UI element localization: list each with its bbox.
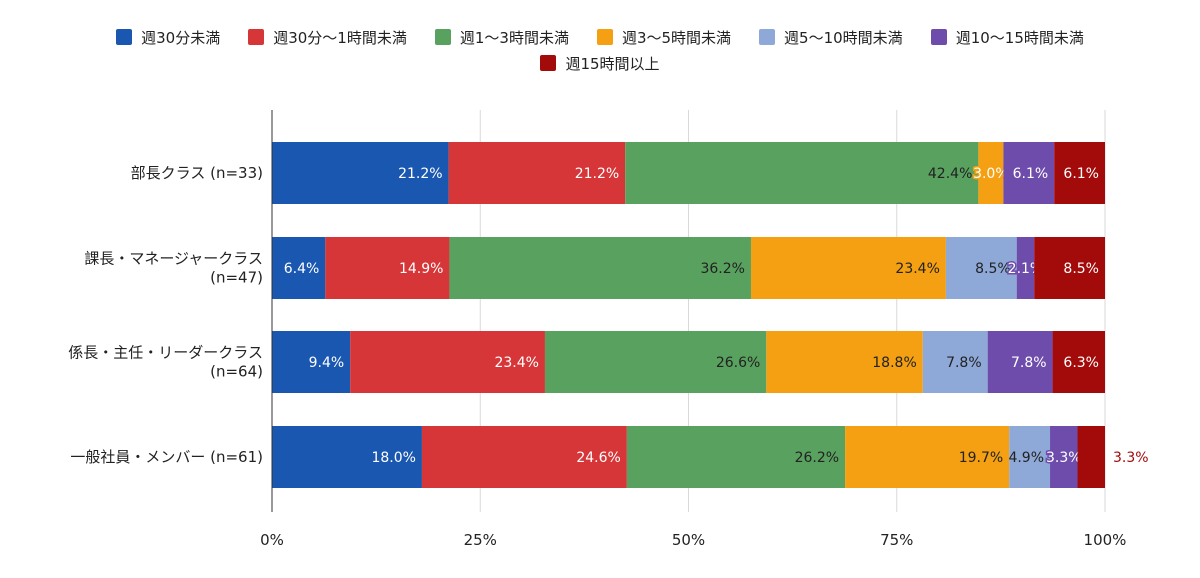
- data-label: 7.8%: [1011, 355, 1047, 371]
- bar-segment: [1009, 426, 1051, 488]
- data-label: 3.3%: [1113, 450, 1149, 466]
- data-label: 23.4%: [494, 355, 538, 371]
- category-label: 一般社員・メンバー (n=61): [70, 448, 263, 466]
- bar-segment: [626, 426, 846, 488]
- data-label: 7.8%: [946, 355, 982, 371]
- bar-end-cap: [1101, 426, 1105, 488]
- data-label: 26.6%: [716, 355, 760, 371]
- legend-swatch: [596, 29, 613, 45]
- legend-item: 週10〜15時間未満: [930, 27, 1084, 48]
- bar-segment: [272, 237, 326, 299]
- bar-row: 21.2% 21.2% 42.4% 3.0% 6.1% 6.1%: [272, 142, 1105, 204]
- bar-row: 6.4% 14.9% 36.2% 23.4% 8.5%2.1% 8.5%: [272, 237, 1105, 299]
- bar-segment: [1034, 237, 1105, 299]
- data-label: 36.2%: [700, 261, 744, 277]
- legend-item: 週30分未満: [116, 27, 220, 48]
- x-tick-label: 100%: [1084, 531, 1127, 549]
- bar-end-cap: [1101, 331, 1105, 393]
- data-label: 3.3%: [1046, 450, 1082, 466]
- legend-row: 週30分未満 週30分〜1時間未満 週1〜3時間未満 週3〜5時間未満 週5〜10時間未…: [0, 24, 1200, 50]
- data-label: 14.9%: [399, 261, 443, 277]
- data-label: 26.2%: [795, 450, 839, 466]
- data-label: 18.8%: [872, 355, 916, 371]
- data-label: 21.2%: [575, 166, 619, 182]
- legend-label: 週10〜15時間未満: [955, 28, 1084, 47]
- bar-end-cap: [1101, 237, 1105, 299]
- data-label: 4.9%: [1008, 450, 1044, 466]
- bar-segment: [1003, 142, 1055, 204]
- x-tick-label: 0%: [260, 531, 284, 549]
- data-label: 6.4%: [284, 261, 320, 277]
- data-label: 6.1%: [1013, 166, 1049, 182]
- legend-swatch: [116, 29, 133, 45]
- legend-label: 週15時間以上: [565, 54, 660, 73]
- data-label: 21.2%: [398, 166, 442, 182]
- legend-swatch: [248, 29, 265, 45]
- bar-segment: [350, 331, 545, 393]
- legend-swatch: [930, 29, 947, 45]
- bar-segment: [845, 426, 1010, 488]
- data-label: 8.5%: [1063, 261, 1099, 277]
- category-label: (n=47): [210, 269, 263, 287]
- x-tick-label: 25%: [464, 531, 497, 549]
- bar-segment: [544, 331, 767, 393]
- bar-row: 9.4% 23.4% 26.6% 18.8% 7.8% 7.8% 6.3%: [272, 331, 1105, 393]
- data-label: 19.7%: [959, 450, 1003, 466]
- data-label: 9.4%: [309, 355, 345, 371]
- data-label: 42.4%: [928, 166, 972, 182]
- bar-segment: [945, 237, 1017, 299]
- bar-segment: [272, 142, 449, 204]
- legend-item: 週30分〜1時間未満: [248, 27, 407, 48]
- data-label: 8.5%: [975, 261, 1011, 277]
- category-label: (n=64): [210, 363, 263, 381]
- legend-swatch: [434, 29, 451, 45]
- category-label: 部長クラス (n=33): [131, 164, 263, 182]
- legend-item: 週15時間以上: [540, 53, 660, 74]
- bar-segment: [978, 142, 1004, 204]
- legend-item: 週3〜5時間未満: [596, 27, 732, 48]
- bar-segment: [272, 426, 422, 488]
- bar-segment: [325, 237, 450, 299]
- bar-segment: [449, 237, 751, 299]
- bar-segment: [1052, 331, 1105, 393]
- x-tick-label: 75%: [880, 531, 913, 549]
- bar-segment: [272, 331, 351, 393]
- legend-row: 週15時間以上: [0, 50, 1200, 76]
- bar-segment: [987, 331, 1053, 393]
- data-label: 23.4%: [895, 261, 939, 277]
- bar-segment: [1016, 237, 1035, 299]
- bar-segment: [625, 142, 979, 204]
- legend-label: 週1〜3時間未満: [459, 28, 569, 47]
- category-label: 課長・マネージャークラス: [84, 250, 263, 268]
- bar-segment: [1077, 426, 1105, 488]
- x-tick-label: 50%: [672, 531, 705, 549]
- legend-label: 週30分未満: [141, 28, 221, 47]
- data-label: 18.0%: [371, 450, 415, 466]
- category-label: 係長・主任・リーダークラス: [68, 344, 263, 362]
- data-label: 3.0%: [973, 166, 1009, 182]
- data-label: 6.1%: [1063, 166, 1099, 182]
- bar-segment: [766, 331, 923, 393]
- bar-segment: [1050, 426, 1078, 488]
- legend-label: 週30分〜1時間未満: [273, 28, 407, 47]
- bar-end-cap: [1101, 142, 1105, 204]
- legend-item: 週1〜3時間未満: [434, 27, 569, 48]
- bar-segment: [421, 426, 627, 488]
- legend: 週30分未満 週30分〜1時間未満 週1〜3時間未満 週3〜5時間未満 週5〜10時間未…: [0, 24, 1200, 76]
- bar-segment: [1054, 142, 1105, 204]
- legend-label: 週3〜5時間未満: [621, 28, 732, 47]
- legend-swatch: [540, 55, 557, 71]
- data-label: 24.6%: [576, 450, 620, 466]
- bar-segment: [750, 237, 946, 299]
- legend-label: 週5〜10時間未満: [784, 28, 903, 47]
- bar-segment: [448, 142, 626, 204]
- data-label: 6.3%: [1063, 355, 1099, 371]
- bar-row: 18.0% 24.6% 26.2% 19.7% 4.9% 3.3% 3.3%: [272, 426, 1149, 488]
- bar-segment: [922, 331, 988, 393]
- legend-item: 週5〜10時間未満: [759, 27, 903, 48]
- legend-swatch: [759, 29, 776, 45]
